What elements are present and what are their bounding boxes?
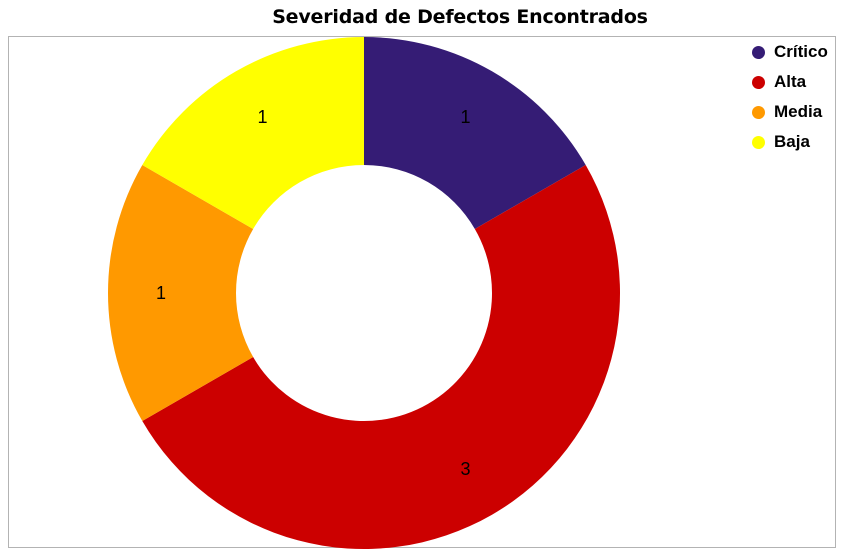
data-label-alta: 3	[460, 459, 470, 479]
slice-labels: 1 3 1 1	[156, 107, 471, 479]
legend-label: Media	[774, 102, 823, 121]
legend-item: Media	[752, 97, 852, 127]
slice-media	[108, 165, 254, 421]
legend-label: Crítico	[774, 42, 828, 61]
slice-baja	[142, 37, 364, 229]
donut-slices	[108, 37, 621, 549]
legend-item: Crítico	[752, 37, 852, 67]
chart-legend: Crítico Alta Media Baja	[752, 37, 852, 157]
legend-swatch-icon	[752, 45, 765, 59]
chart-title: Severidad de Defectos Encontrados	[272, 6, 648, 28]
legend-item: Baja	[752, 127, 852, 157]
legend-label: Baja	[774, 132, 810, 151]
slice-critico	[364, 37, 586, 229]
legend-swatch-icon	[752, 135, 765, 149]
legend-swatch-icon	[752, 75, 765, 89]
legend-swatch-icon	[752, 105, 765, 119]
data-label-baja: 1	[257, 107, 267, 127]
data-label-critico: 1	[460, 107, 470, 127]
legend-item: Alta	[752, 67, 852, 97]
data-label-media: 1	[156, 283, 166, 303]
slice-alta	[142, 165, 621, 549]
legend-label: Alta	[774, 72, 807, 91]
plot-area-frame	[8, 36, 836, 548]
